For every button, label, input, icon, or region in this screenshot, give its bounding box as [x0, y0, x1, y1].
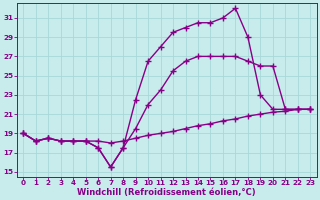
X-axis label: Windchill (Refroidissement éolien,°C): Windchill (Refroidissement éolien,°C) [77, 188, 256, 197]
